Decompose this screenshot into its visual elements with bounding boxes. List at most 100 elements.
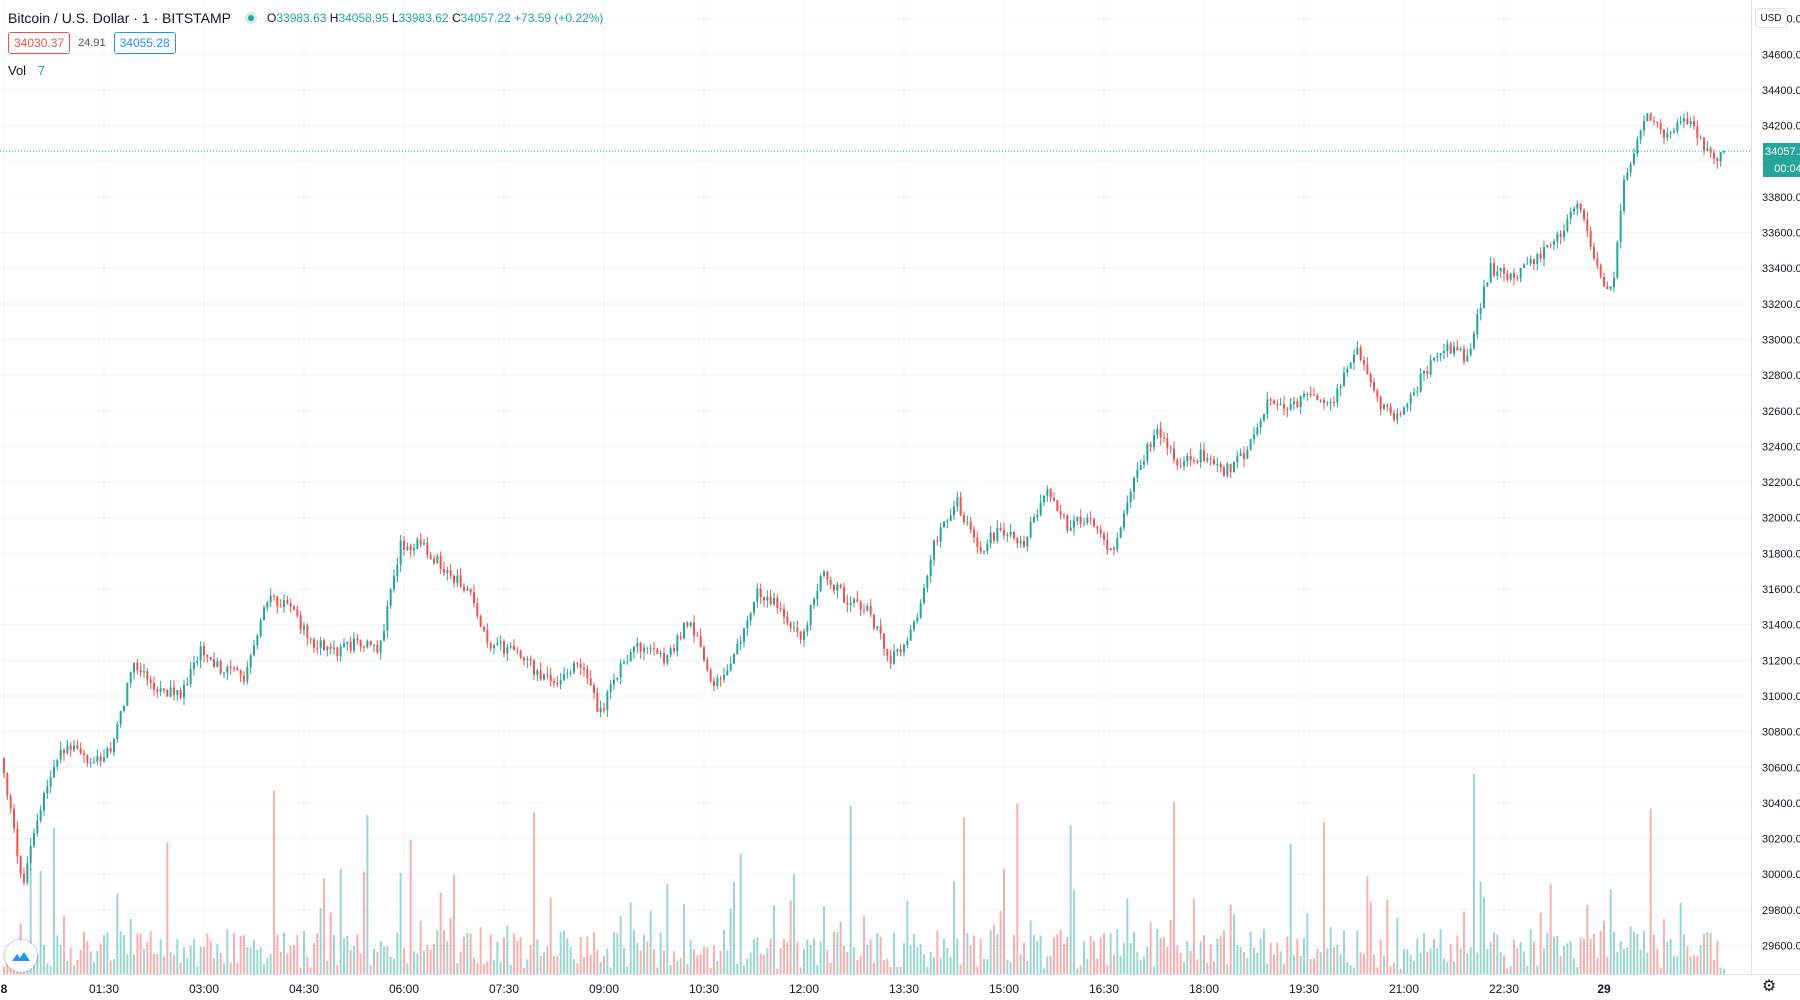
candle-body — [1106, 539, 1109, 551]
candle-body — [259, 620, 262, 636]
volume-bar — [1626, 947, 1629, 974]
symbol-title[interactable]: Bitcoin / U.S. Dollar · 1 · BITSTAMP — [8, 10, 232, 26]
volume-legend[interactable]: Vol 7 — [8, 63, 45, 78]
candle-body — [1486, 282, 1489, 287]
volume-bar — [1319, 952, 1322, 974]
candle-body — [1243, 453, 1245, 459]
volume-bar — [336, 964, 339, 974]
volume-bar — [499, 962, 502, 974]
volume-bar — [873, 963, 875, 974]
volume-bar — [1639, 949, 1642, 974]
price-tick-label: 31800.00 — [1762, 548, 1800, 560]
volume-bar — [369, 965, 372, 974]
time-tick-label: 03:00 — [189, 982, 219, 996]
volume-bar — [39, 870, 42, 974]
volume-bar — [1049, 955, 1052, 974]
volume-bar — [1236, 945, 1239, 974]
candle-body — [666, 655, 669, 664]
candle-body — [1216, 463, 1219, 465]
candle-body — [553, 681, 555, 684]
volume-bar — [389, 956, 392, 974]
tradingview-logo-icon[interactable] — [5, 940, 37, 972]
volume-bar — [409, 839, 412, 974]
candle-body — [1396, 413, 1399, 420]
candle-body — [966, 521, 969, 523]
candle-body — [1079, 516, 1082, 525]
currency-button[interactable]: USD — [1755, 8, 1787, 28]
candle-body — [333, 647, 335, 649]
volume-bar — [1016, 803, 1019, 974]
candle-body — [1183, 461, 1185, 467]
candle-body — [769, 596, 772, 605]
volume-bar — [1716, 940, 1719, 974]
volume-bar — [1249, 931, 1252, 974]
candle-body — [706, 660, 709, 670]
candle-body — [916, 617, 919, 622]
candle-body — [1069, 527, 1072, 531]
candle-body — [373, 644, 375, 646]
candle-body — [873, 614, 875, 629]
candle-body — [1269, 399, 1272, 401]
candle-body — [1483, 286, 1485, 308]
candle-body — [1646, 113, 1649, 122]
volume-bar — [1409, 955, 1412, 974]
candle-body — [1626, 172, 1629, 180]
volume-bar — [1203, 935, 1205, 974]
candle-body — [933, 540, 935, 560]
buy-button[interactable]: 34055.28 — [113, 32, 176, 54]
volume-bar — [549, 897, 552, 974]
candle-body — [426, 542, 429, 555]
price-tick-label: 34200.00 — [1762, 121, 1800, 133]
candle-body — [1263, 414, 1265, 421]
volume-bar — [436, 930, 439, 974]
candle-body — [683, 622, 685, 639]
volume-bar — [1326, 948, 1329, 974]
close-value: 34057.22 — [460, 11, 511, 25]
candle-body — [1309, 393, 1312, 395]
candle-body — [229, 666, 232, 668]
candle-body — [1116, 537, 1119, 550]
price-tick-label: 29600.00 — [1762, 940, 1800, 952]
candle-body — [1363, 359, 1365, 365]
volume-bar — [853, 947, 855, 974]
candle-body — [983, 551, 985, 553]
volume-bar — [1139, 959, 1142, 974]
candle-body — [976, 537, 979, 548]
candle-body — [1256, 427, 1259, 435]
volume-bar — [426, 944, 429, 974]
quote-bar: 34030.37 24.91 34055.28 — [8, 32, 176, 54]
volume-bar — [859, 955, 862, 974]
candle-body — [679, 635, 682, 639]
gear-icon[interactable]: ⚙ — [1761, 978, 1777, 995]
volume-bar — [126, 953, 129, 974]
volume-bar — [1306, 913, 1309, 974]
volume-bar — [1589, 938, 1592, 974]
volume-bar — [166, 842, 169, 974]
volume-bar — [1556, 935, 1559, 974]
volume-bar — [723, 930, 725, 974]
ohlc-readout: O33983.63 H34058.95 L33983.62 C34057.22 … — [267, 11, 603, 25]
volume-bar — [76, 959, 79, 974]
volume-bar — [726, 950, 729, 974]
volume-bar — [303, 931, 305, 974]
candle-body — [1393, 412, 1395, 420]
volume-bar — [183, 947, 185, 974]
volume-bar — [729, 908, 732, 974]
volume-bar — [1163, 937, 1165, 974]
candle-body — [1306, 393, 1309, 395]
candle-body — [836, 584, 839, 591]
volume-bar — [833, 931, 835, 974]
candle-body — [753, 601, 755, 613]
volume-bar — [296, 934, 299, 974]
candle-body — [266, 602, 269, 608]
volume-bar — [673, 951, 675, 974]
volume-bar — [59, 944, 62, 974]
candle-body — [1129, 491, 1132, 503]
sell-button[interactable]: 34030.37 — [8, 32, 71, 54]
volume-bar — [559, 931, 562, 974]
candle-body — [236, 668, 239, 671]
volume-bar — [1526, 966, 1529, 974]
volume-bar — [1629, 926, 1632, 974]
candle-body — [1169, 447, 1172, 449]
